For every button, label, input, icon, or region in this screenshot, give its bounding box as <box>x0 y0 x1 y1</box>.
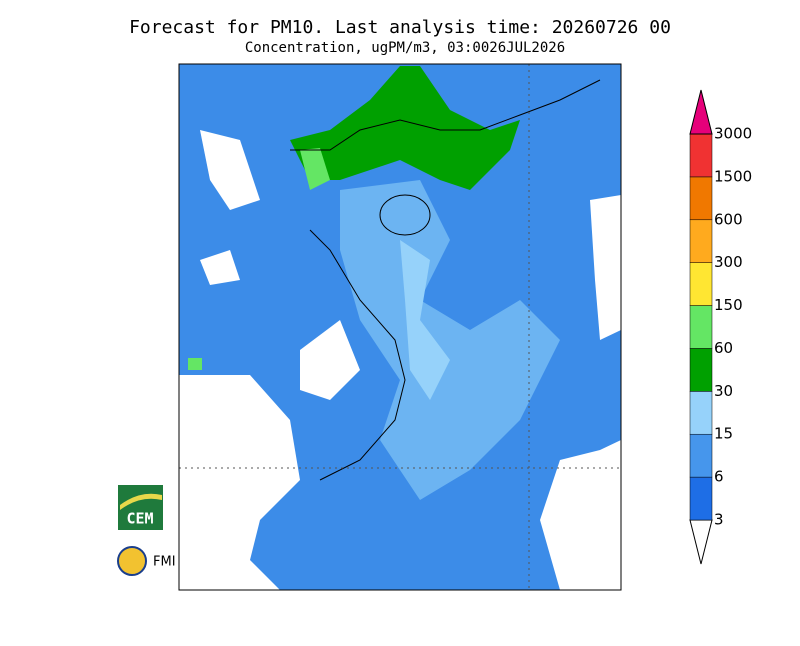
colorbar-label: 6 <box>714 468 724 486</box>
logo-text: CEM <box>126 510 153 528</box>
map-frame <box>178 63 622 591</box>
colorbar-end <box>689 519 713 565</box>
colorbar-segment <box>689 262 713 306</box>
green-area <box>300 148 330 190</box>
low-area <box>200 250 240 285</box>
colorbar-segment <box>689 391 713 435</box>
colorbar-label: 3000 <box>714 125 752 143</box>
colorbar-segment <box>689 348 713 392</box>
subtitle: Concentration, ugPM/m3, 03:0026JUL2026 <box>245 40 565 56</box>
colorbar-label: 600 <box>714 210 743 228</box>
cem-logo: CEM <box>118 485 163 530</box>
low-area <box>179 375 300 590</box>
low-area <box>590 195 621 340</box>
green-area <box>290 66 520 190</box>
logo-text: FMI <box>153 555 176 570</box>
colorbar-label: 150 <box>714 296 743 314</box>
coastline <box>290 79 601 151</box>
colorbar: 3 6 15 30 60 150 300 600 1500 3000 <box>689 89 752 565</box>
colorbar-label: 30 <box>714 382 733 400</box>
map <box>178 63 622 591</box>
colorbar-label: 1500 <box>714 167 752 185</box>
colorbar-label: 3 <box>714 511 724 529</box>
low-area <box>540 440 621 590</box>
colorbar-segment <box>689 133 713 178</box>
colorbar-end <box>689 89 713 135</box>
green-area <box>188 358 202 370</box>
colorbar-segment <box>689 433 713 478</box>
colorbar-segment <box>689 219 713 263</box>
light-area <box>400 240 450 400</box>
colorbar-segment <box>689 305 713 349</box>
logo-swoosh <box>120 493 162 510</box>
coastline <box>309 229 406 481</box>
low-area <box>200 130 260 210</box>
logo-box <box>118 485 163 530</box>
colorbar-label: 60 <box>714 339 733 357</box>
logo-globe <box>117 546 147 576</box>
graticule <box>179 64 621 590</box>
colorbar-label: 300 <box>714 253 743 271</box>
title: Forecast for PM10. Last analysis time: 2… <box>129 17 671 38</box>
low-area <box>300 320 360 400</box>
fmi-logo: FMI <box>117 546 176 576</box>
colorbar-label: 15 <box>714 425 733 443</box>
colorbar-segment <box>689 176 713 221</box>
colorbar-segment <box>689 476 713 521</box>
island <box>379 194 431 236</box>
